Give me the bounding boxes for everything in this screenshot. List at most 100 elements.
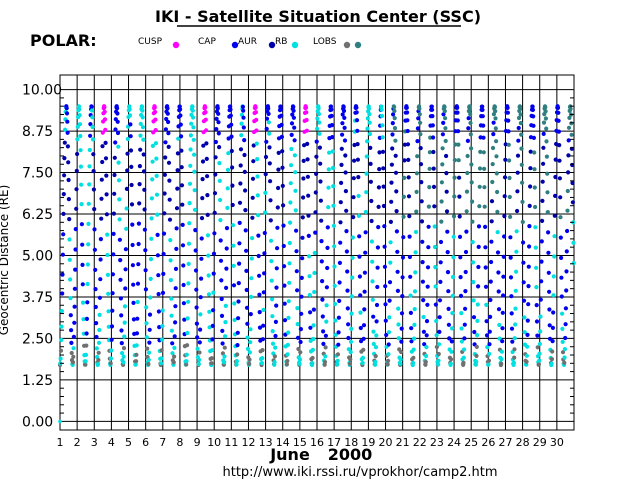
- orbit-point: [495, 250, 501, 255]
- orbit-point: [257, 310, 262, 315]
- orbit-point: [106, 291, 111, 296]
- orbit-point: [370, 279, 375, 284]
- orbit-point: [67, 237, 72, 242]
- orbit-point: [313, 230, 318, 235]
- orbit-point: [444, 189, 449, 194]
- orbit-point: [513, 288, 518, 293]
- orbit-point: [108, 361, 113, 366]
- y-tick-label: 1.25: [22, 373, 53, 389]
- orbit-point: [315, 116, 320, 121]
- orbit-point: [210, 323, 215, 328]
- orbit-point: [458, 275, 463, 280]
- orbit-point: [211, 290, 216, 295]
- orbit-point: [186, 281, 191, 286]
- orbit-point: [294, 269, 299, 274]
- orbit-point: [486, 358, 491, 363]
- x-tick-label: 19: [361, 436, 375, 449]
- orbit-point: [421, 298, 426, 303]
- orbit-point: [558, 235, 563, 240]
- orbit-point: [570, 162, 575, 168]
- orbit-point: [298, 327, 303, 332]
- orbit-point: [522, 315, 527, 320]
- orbit-point: [280, 165, 285, 170]
- orbit-point: [168, 278, 173, 283]
- orbit-point: [394, 229, 399, 234]
- orbit-point: [320, 297, 325, 302]
- orbit-point: [407, 214, 412, 219]
- orbit-point: [400, 255, 406, 260]
- orbit-point: [442, 109, 447, 114]
- orbit-point: [155, 212, 160, 217]
- orbit-point: [179, 165, 184, 170]
- orbit-point: [406, 175, 411, 180]
- orbit-point: [85, 262, 90, 267]
- orbit-point: [487, 351, 492, 356]
- orbit-point: [480, 114, 485, 119]
- orbit-point: [340, 132, 345, 137]
- orbit-point: [451, 214, 457, 219]
- orbit-point: [323, 333, 328, 338]
- source-url[interactable]: http://www.iki.rssi.ru/vprokhor/camp2.ht…: [223, 465, 498, 480]
- orbit-point: [361, 323, 367, 328]
- orbit-point: [423, 359, 428, 365]
- orbit-point: [209, 361, 214, 366]
- orbit-point: [102, 109, 107, 114]
- orbit-point: [190, 108, 195, 113]
- orbit-point: [421, 314, 426, 320]
- orbit-point: [407, 254, 412, 260]
- orbit-point: [70, 360, 76, 365]
- orbit-point: [198, 295, 203, 300]
- orbit-point: [286, 330, 291, 335]
- x-tick-label: 7: [159, 436, 166, 449]
- orbit-point: [430, 123, 435, 128]
- orbit-point: [533, 225, 538, 230]
- orbit-point: [270, 314, 275, 319]
- orbit-point: [123, 267, 128, 272]
- orbit-point: [217, 161, 222, 166]
- orbit-point: [174, 226, 179, 231]
- orbit-point: [109, 324, 115, 329]
- orbit-point: [301, 176, 306, 181]
- orbit-point: [236, 281, 241, 286]
- orbit-point: [433, 302, 438, 307]
- orbit-point: [456, 142, 461, 147]
- orbit-point: [136, 241, 141, 247]
- orbit-point: [178, 122, 183, 127]
- orbit-point: [450, 293, 455, 298]
- orbit-point: [166, 131, 171, 136]
- orbit-point: [338, 240, 343, 245]
- orbit-point: [231, 283, 237, 288]
- orbit-point: [355, 142, 360, 147]
- orbit-point: [414, 171, 419, 176]
- orbit-point: [490, 162, 495, 167]
- orbit-point: [312, 289, 317, 295]
- orbit-point: [476, 224, 482, 229]
- orbit-point: [300, 215, 305, 220]
- x-tick-label: 11: [224, 436, 238, 449]
- orbit-point: [509, 311, 514, 316]
- orbit-point: [500, 339, 505, 344]
- orbit-point: [68, 296, 73, 301]
- orbit-point: [301, 195, 306, 200]
- orbit-point: [73, 267, 78, 272]
- orbit-point: [310, 355, 315, 361]
- orbit-point: [262, 251, 267, 256]
- orbit-point: [564, 249, 569, 254]
- orbit-point: [250, 215, 255, 220]
- orbit-point: [228, 107, 233, 112]
- orbit-point: [506, 118, 511, 123]
- orbit-point: [495, 189, 500, 195]
- orbit-point: [141, 152, 146, 157]
- orbit-point: [420, 279, 425, 284]
- orbit-point: [112, 191, 117, 196]
- orbit-point: [87, 147, 92, 153]
- orbit-point: [87, 182, 92, 187]
- orbit-point: [66, 177, 71, 183]
- orbit-point: [140, 108, 145, 113]
- orbit-point: [382, 244, 387, 249]
- orbit-point: [261, 307, 266, 312]
- orbit-point: [500, 310, 505, 315]
- orbit-point: [402, 175, 407, 180]
- orbit-point: [502, 234, 507, 239]
